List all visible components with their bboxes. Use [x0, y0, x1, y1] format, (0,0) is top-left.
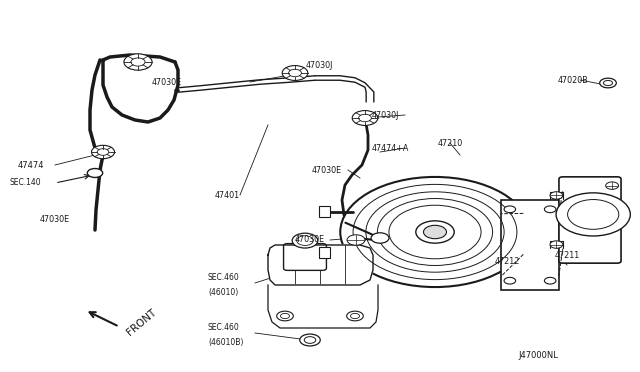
Bar — [501, 201, 559, 290]
Circle shape — [304, 337, 316, 343]
Circle shape — [300, 334, 320, 346]
Text: SEC.460: SEC.460 — [208, 324, 240, 333]
Text: 47030J: 47030J — [306, 61, 333, 70]
Circle shape — [550, 241, 563, 248]
Circle shape — [352, 110, 378, 125]
Circle shape — [340, 177, 530, 287]
FancyBboxPatch shape — [284, 244, 326, 270]
Circle shape — [289, 69, 301, 77]
Text: 47401: 47401 — [215, 190, 240, 199]
Circle shape — [351, 313, 360, 318]
Circle shape — [545, 206, 556, 213]
Text: (46010): (46010) — [208, 288, 238, 296]
Text: 47211: 47211 — [555, 250, 580, 260]
Circle shape — [605, 182, 618, 189]
Circle shape — [600, 78, 616, 88]
Text: FRONT: FRONT — [124, 307, 158, 337]
Text: 47474: 47474 — [18, 160, 45, 170]
Circle shape — [371, 233, 389, 243]
Text: 47212: 47212 — [495, 257, 520, 266]
Circle shape — [92, 145, 115, 159]
Text: 47030J: 47030J — [372, 110, 399, 119]
Text: 47020B: 47020B — [558, 76, 589, 84]
Circle shape — [504, 278, 516, 284]
Circle shape — [604, 80, 612, 86]
Circle shape — [87, 169, 102, 177]
Circle shape — [124, 54, 152, 70]
Bar — [319, 247, 330, 258]
Circle shape — [504, 206, 516, 213]
Text: J47000NL: J47000NL — [518, 350, 558, 359]
Circle shape — [416, 221, 454, 243]
Polygon shape — [268, 285, 378, 328]
Circle shape — [97, 149, 109, 155]
Circle shape — [282, 65, 308, 80]
Circle shape — [556, 193, 630, 236]
Text: 47474+A: 47474+A — [372, 144, 410, 153]
Circle shape — [347, 311, 364, 321]
Circle shape — [347, 235, 365, 245]
Polygon shape — [268, 245, 373, 285]
Bar — [319, 206, 330, 217]
Text: (46010B): (46010B) — [208, 337, 243, 346]
Circle shape — [358, 114, 371, 122]
Circle shape — [280, 313, 289, 318]
Circle shape — [424, 225, 447, 239]
Text: 47030E: 47030E — [295, 235, 325, 244]
Circle shape — [131, 58, 145, 66]
Circle shape — [545, 278, 556, 284]
Circle shape — [568, 199, 619, 229]
Text: 47210: 47210 — [438, 138, 463, 148]
Circle shape — [292, 233, 318, 248]
Text: SEC.140: SEC.140 — [10, 177, 42, 186]
Circle shape — [550, 192, 563, 199]
Circle shape — [297, 236, 314, 246]
Text: SEC.460: SEC.460 — [208, 273, 240, 282]
Text: 47030E: 47030E — [40, 215, 70, 224]
Text: 47030E: 47030E — [152, 77, 182, 87]
Text: 47030E: 47030E — [312, 166, 342, 174]
FancyBboxPatch shape — [559, 177, 621, 263]
Circle shape — [276, 311, 293, 321]
